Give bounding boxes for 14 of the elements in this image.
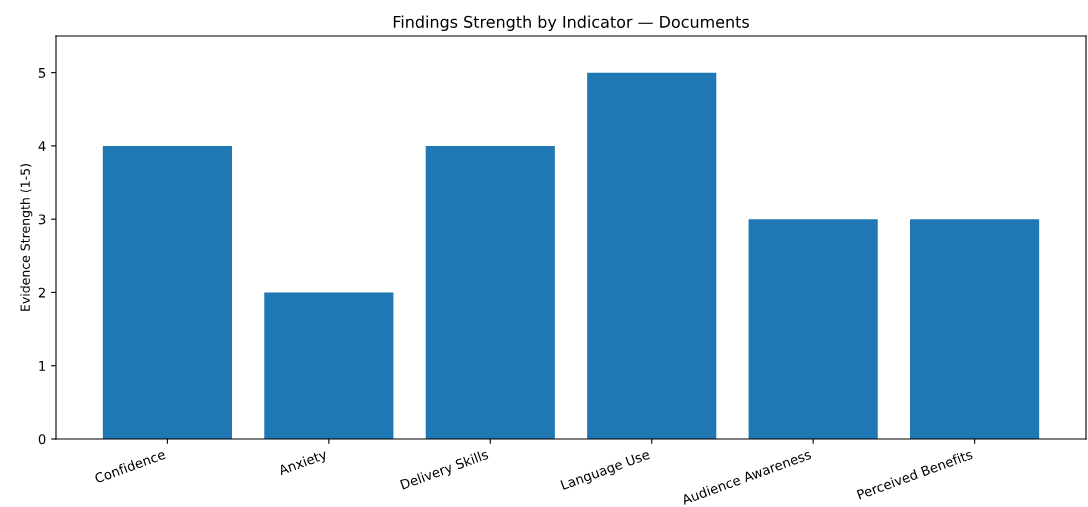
chart-title: Findings Strength by Indicator — Documents xyxy=(393,15,749,31)
y-tick-label: 3 xyxy=(38,214,46,225)
bar xyxy=(587,72,717,439)
y-tick-label: 2 xyxy=(38,287,45,298)
bar xyxy=(910,219,1040,439)
y-tick-label: 0 xyxy=(38,434,46,445)
y-tick-label: 1 xyxy=(39,361,46,371)
y-tick-label: 5 xyxy=(38,68,46,78)
y-axis-title: Evidence Strength (1-5) xyxy=(20,164,33,311)
bar xyxy=(264,292,394,439)
bar xyxy=(425,145,555,439)
y-tick-label: 4 xyxy=(38,141,46,151)
bar xyxy=(748,219,878,439)
bar xyxy=(102,145,232,439)
